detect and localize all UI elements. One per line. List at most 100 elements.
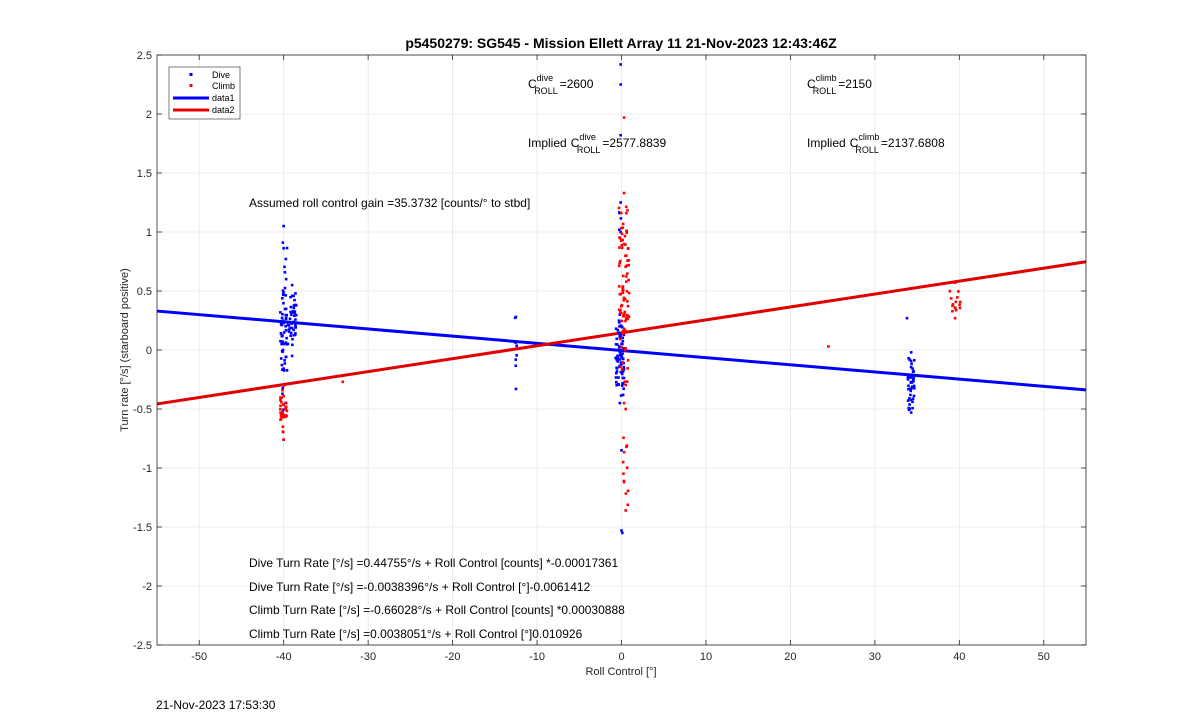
climb-point <box>618 337 622 341</box>
dive-point <box>617 345 621 348</box>
dive-point <box>289 313 293 316</box>
dive-point <box>617 319 621 322</box>
dive-point <box>907 387 910 391</box>
dive-point <box>617 382 620 386</box>
dive-point <box>514 315 518 319</box>
climb-point <box>951 303 955 306</box>
dive-point <box>294 325 297 328</box>
dive-point <box>615 370 619 373</box>
dive-point <box>909 365 913 369</box>
climb-point <box>620 319 624 323</box>
climb-point <box>954 308 958 312</box>
legend-label-data2: data2 <box>212 105 235 115</box>
dive-point <box>284 329 288 332</box>
climb-point <box>626 209 629 212</box>
climb-point <box>626 247 630 250</box>
y-tick-label: 1 <box>146 227 152 239</box>
legend: Dive Climb data1 data2 <box>168 66 241 120</box>
climb-point <box>626 317 629 321</box>
y-tick-label: 0 <box>146 345 152 357</box>
superscript-climb: climb <box>816 73 837 83</box>
climb-point <box>622 298 626 302</box>
roll-gain-annotation: Assumed roll control gain =35.3732 [coun… <box>249 196 530 210</box>
implied-dive-annotation: Implied Cdive ROLL =2577.8839 <box>528 132 666 155</box>
dive-point <box>292 328 295 332</box>
dive-point <box>616 354 619 358</box>
dive-point <box>615 358 619 362</box>
dive-point <box>619 394 623 397</box>
x-tick-label: -10 <box>529 651 545 663</box>
subscript-roll: ROLL <box>813 86 837 96</box>
climb-point <box>284 414 287 417</box>
dive-point <box>289 310 292 314</box>
dive-point <box>619 63 622 66</box>
c-roll-climb-annotation: Cclimb ROLL =2150 <box>807 73 872 96</box>
dive-point <box>614 356 617 360</box>
dive-point <box>279 332 283 335</box>
dive-point <box>281 312 284 316</box>
climb-point <box>621 329 625 333</box>
dive-point <box>280 342 283 346</box>
x-tick-label: 10 <box>700 651 712 663</box>
equation-dive-counts: Dive Turn Rate [°/s] =0.44755°/s + Roll … <box>249 556 618 570</box>
climb-point <box>281 430 285 433</box>
dive-point <box>285 369 289 372</box>
climb-point <box>620 232 624 236</box>
climb-point <box>284 415 287 419</box>
dive-point <box>909 398 913 402</box>
dive-point <box>281 334 284 337</box>
dive-point <box>284 294 288 297</box>
climb-point <box>620 346 623 349</box>
climb-point <box>623 312 626 316</box>
dive-point <box>285 246 289 250</box>
climb-point <box>953 281 957 285</box>
dive-point <box>280 296 284 300</box>
dive-point <box>621 352 624 355</box>
dive-point <box>619 334 622 337</box>
dive-point <box>911 397 915 401</box>
dive-point <box>912 394 916 398</box>
dive-point <box>281 289 285 293</box>
dive-point <box>282 224 285 228</box>
climb-point <box>958 306 962 310</box>
dive-point <box>615 371 618 375</box>
dive-point <box>620 355 623 359</box>
climb-point <box>621 291 625 295</box>
dive-point <box>615 380 618 384</box>
climb-point <box>284 407 287 411</box>
climb-point <box>618 292 622 296</box>
climb-point <box>624 509 628 512</box>
climb-point <box>624 317 628 321</box>
climb-point <box>623 310 627 314</box>
fit-line-data1 <box>156 309 1087 392</box>
dive-point <box>620 384 624 387</box>
climb-point <box>279 404 282 408</box>
climb-point <box>622 480 626 484</box>
dive-point <box>293 298 296 302</box>
climb-point <box>954 306 957 310</box>
legend-marker-climb <box>189 84 193 87</box>
dive-point <box>279 311 282 314</box>
dive-point <box>615 337 619 341</box>
climb-point <box>957 290 960 293</box>
climb-point <box>281 388 284 392</box>
dive-point <box>279 357 283 360</box>
climb-point <box>625 380 629 383</box>
dive-point <box>286 323 290 327</box>
dive-point <box>621 357 625 361</box>
climb-point <box>619 305 623 308</box>
dive-point <box>910 362 913 366</box>
dive-point <box>291 337 294 341</box>
climb-point <box>281 425 285 429</box>
dive-point <box>616 343 619 346</box>
dive-point <box>621 370 625 373</box>
dive-point <box>290 283 294 287</box>
chart-title: p5450279: SG545 - Mission Ellett Array 1… <box>405 35 837 51</box>
implied-label: Implied <box>807 136 846 150</box>
x-tick-label: -30 <box>360 651 376 663</box>
dive-point <box>906 376 910 380</box>
y-tick-label: -0.5 <box>133 404 152 416</box>
dive-point <box>909 411 913 414</box>
climb-point <box>282 394 285 398</box>
